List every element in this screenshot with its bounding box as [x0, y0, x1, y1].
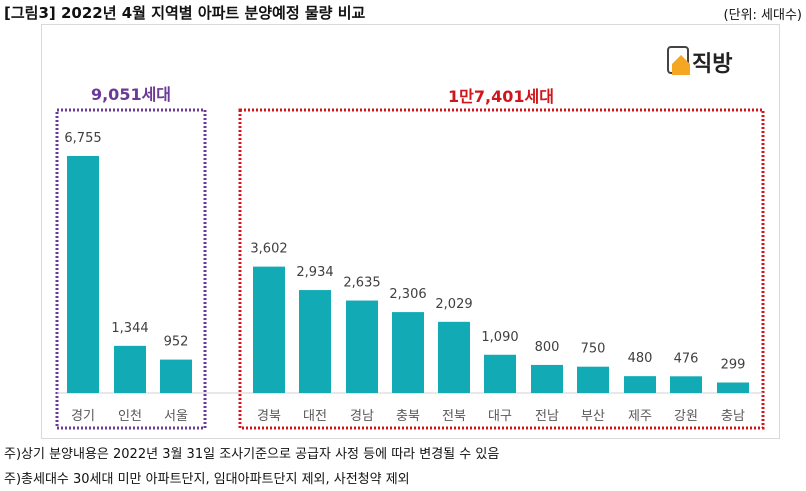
category-label: 인천 — [118, 409, 142, 424]
group-total-label: 9,051세대 — [91, 85, 171, 104]
footnote-1: 주)상기 분양내용은 2022년 3월 31일 조사기준으로 공급자 사정 등에… — [4, 447, 500, 462]
category-label: 전남 — [535, 409, 559, 424]
category-label: 경남 — [350, 409, 374, 424]
category-label: 강원 — [674, 409, 698, 424]
value-label: 750 — [581, 342, 606, 357]
category-label: 경기 — [71, 409, 95, 424]
category-label: 제주 — [628, 409, 652, 424]
bar-강원 — [670, 376, 702, 393]
category-label: 전북 — [442, 409, 466, 424]
bar-충남 — [717, 382, 749, 393]
group-box — [238, 108, 765, 430]
figure-title: [그림3] 2022년 4월 지역별 아파트 분양예정 물량 비교 — [4, 4, 366, 22]
value-label: 1,090 — [481, 330, 518, 345]
value-label: 1,344 — [111, 321, 148, 336]
value-label: 2,029 — [435, 297, 472, 312]
group-total-label: 1만7,401세대 — [448, 87, 554, 106]
house-icon — [672, 55, 690, 75]
category-label: 대구 — [488, 409, 512, 424]
group-box — [55, 108, 207, 430]
value-label: 299 — [721, 358, 746, 373]
value-label: 6,755 — [64, 131, 101, 146]
bar-경기 — [67, 156, 99, 393]
value-label: 2,934 — [296, 265, 333, 280]
value-label: 3,602 — [250, 242, 287, 257]
value-label: 480 — [628, 351, 653, 366]
unit-label: (단위: 세대수) — [723, 8, 802, 23]
bar-대전 — [299, 290, 331, 393]
chart-frame — [41, 24, 780, 439]
value-label: 2,306 — [389, 287, 426, 302]
value-label: 2,635 — [343, 276, 380, 291]
category-label: 부산 — [581, 409, 605, 424]
value-label: 800 — [535, 340, 560, 355]
bar-서울 — [160, 359, 192, 393]
category-label: 충남 — [721, 409, 745, 424]
footnote-2: 주)총세대수 30세대 미만 아파트단지, 임대아파트단지 제외, 사전청약 제… — [4, 472, 410, 487]
zigbang-logo: 직방 — [667, 46, 732, 77]
bar-충북 — [392, 312, 424, 393]
bar-인천 — [114, 345, 146, 393]
bar-경북 — [253, 266, 285, 393]
bar-전남 — [531, 364, 563, 393]
category-label: 서울 — [164, 409, 188, 424]
category-label: 충북 — [396, 409, 420, 424]
category-label: 대전 — [303, 409, 327, 424]
bar-경남 — [346, 300, 378, 393]
logo-text: 직방 — [692, 52, 732, 77]
category-label: 경북 — [257, 409, 281, 424]
bar-제주 — [624, 376, 656, 393]
bar-부산 — [577, 366, 609, 393]
bar-대구 — [484, 354, 516, 393]
bar-전북 — [438, 321, 470, 393]
value-label: 952 — [164, 335, 189, 350]
value-label: 476 — [674, 351, 699, 366]
